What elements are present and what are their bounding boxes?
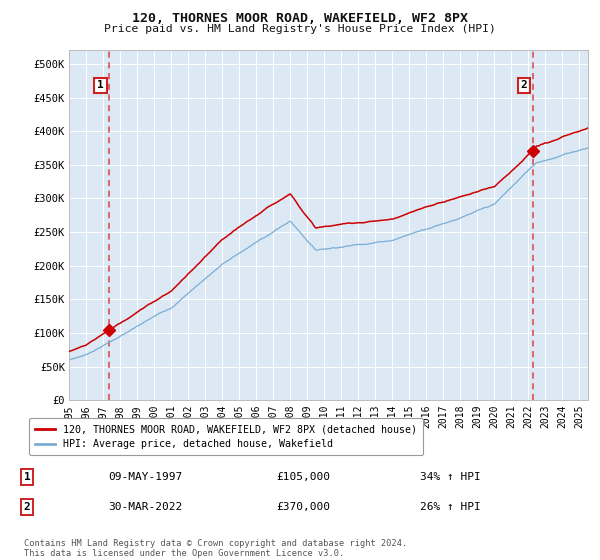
Text: 1: 1 <box>97 81 104 90</box>
Text: £105,000: £105,000 <box>276 472 330 482</box>
Text: 34% ↑ HPI: 34% ↑ HPI <box>420 472 481 482</box>
Text: 30-MAR-2022: 30-MAR-2022 <box>108 502 182 512</box>
Text: 1: 1 <box>23 472 31 482</box>
Legend: 120, THORNES MOOR ROAD, WAKEFIELD, WF2 8PX (detached house), HPI: Average price,: 120, THORNES MOOR ROAD, WAKEFIELD, WF2 8… <box>29 418 423 455</box>
Text: 2: 2 <box>521 81 527 90</box>
Text: Contains HM Land Registry data © Crown copyright and database right 2024.
This d: Contains HM Land Registry data © Crown c… <box>24 539 407 558</box>
Text: 120, THORNES MOOR ROAD, WAKEFIELD, WF2 8PX: 120, THORNES MOOR ROAD, WAKEFIELD, WF2 8… <box>132 12 468 25</box>
Text: 09-MAY-1997: 09-MAY-1997 <box>108 472 182 482</box>
Text: Price paid vs. HM Land Registry's House Price Index (HPI): Price paid vs. HM Land Registry's House … <box>104 24 496 34</box>
Text: 2: 2 <box>23 502 31 512</box>
Text: £370,000: £370,000 <box>276 502 330 512</box>
Text: 26% ↑ HPI: 26% ↑ HPI <box>420 502 481 512</box>
